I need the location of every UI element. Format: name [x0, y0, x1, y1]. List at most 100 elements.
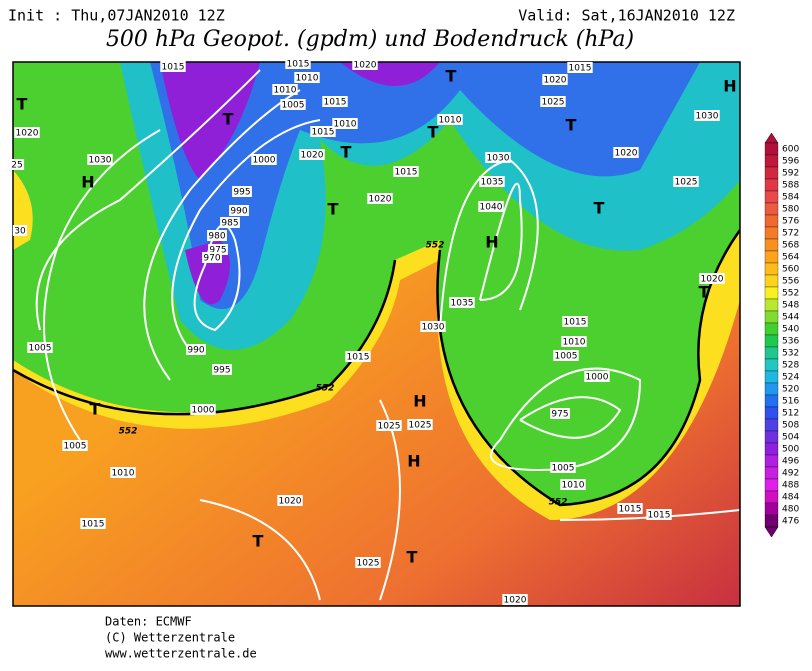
colorbar-cell — [764, 454, 779, 468]
pressure-center: H — [723, 77, 736, 96]
isobar-label: 980 — [208, 232, 225, 242]
isobar-label: 990 — [230, 207, 247, 217]
isobar-label: 1015 — [287, 60, 310, 70]
pressure-center: T — [446, 67, 457, 86]
init-time: Init : Thu,07JAN2010 12Z — [8, 7, 225, 25]
isobar-label-bg — [299, 149, 325, 160]
colorbar-label: 580 — [782, 205, 799, 215]
pressure-center: T — [341, 143, 352, 162]
isobar-label: 1010 — [334, 120, 357, 130]
isobar-label: 1005 — [555, 352, 578, 362]
colorbar-cell — [764, 322, 779, 336]
isobar-label: 1040 — [480, 203, 503, 213]
colorbar-label: 576 — [782, 217, 799, 227]
isobar-label: 1015 — [162, 63, 185, 73]
colorbar-cell — [764, 226, 779, 240]
isobar-label-bg — [613, 147, 639, 158]
isobar-label: 1035 — [481, 178, 504, 188]
isobar-label: 1005 — [64, 442, 87, 452]
isobar-label: 970 — [203, 254, 220, 264]
colorbar-label: 484 — [782, 493, 799, 503]
isobar-label: 1015 — [569, 64, 592, 74]
colorbar-label: 508 — [782, 421, 799, 431]
pressure-center: T — [253, 532, 264, 551]
pressure-center: T — [699, 283, 710, 302]
isobar-label: 1020 — [301, 151, 324, 161]
colorbar-bottom-arrow — [764, 526, 779, 538]
isobar-label: 995 — [233, 188, 250, 198]
isobar-label-bg — [485, 152, 511, 163]
colorbar-cell — [764, 178, 779, 192]
isobar-label-bg — [9, 159, 25, 170]
pressure-center: H — [81, 173, 94, 192]
colorbar-cell — [764, 514, 779, 528]
isobar-label: 1015 — [312, 128, 335, 138]
colorbar-cell — [764, 466, 779, 480]
pressure-center: T — [17, 95, 28, 114]
isobar-label-bg — [277, 495, 303, 506]
isobar-label-bg — [251, 154, 277, 165]
contour-label: 552 — [426, 241, 445, 251]
isobar-label: 1015 — [324, 98, 347, 108]
contour-label: 552 — [316, 384, 335, 394]
isobar-label: 1030 — [422, 323, 445, 333]
isobar-label-bg — [502, 594, 528, 605]
isobar-label-bg — [646, 509, 672, 520]
colorbar-label: 500 — [782, 445, 799, 455]
colorbar-label: 520 — [782, 385, 799, 395]
isobar-label-bg — [332, 118, 358, 129]
colorbar-label: 496 — [782, 457, 799, 467]
pressure-center: T — [328, 200, 339, 219]
isobar-label-bg — [420, 321, 446, 332]
isobar-label: 1000 — [586, 373, 609, 383]
isobar-label: 1030 — [487, 154, 510, 164]
colorbar-label: 564 — [782, 253, 799, 263]
isobar-label: 995 — [213, 366, 230, 376]
isobar-label-bg — [567, 62, 593, 73]
isobar-label-bg — [561, 336, 587, 347]
colorbar-label: 552 — [782, 289, 799, 299]
colorbar-label: 536 — [782, 337, 799, 347]
isobar-label: 1010 — [296, 74, 319, 84]
isobar-label: 1020 — [615, 149, 638, 159]
colorbar-cell — [764, 214, 779, 228]
contour-label: 552 — [549, 498, 568, 508]
colorbar-label: 600 — [782, 145, 799, 155]
isobar-label-bg — [550, 462, 576, 473]
contour-label: 552 — [119, 427, 138, 437]
isobar-label: 1000 — [192, 406, 215, 416]
isobar-label-bg — [80, 518, 106, 529]
isobar-label-bg — [393, 166, 419, 177]
colorbar-top-arrow — [764, 132, 779, 144]
isobar-label-bg — [232, 186, 252, 197]
isobar-label: 1025 — [378, 422, 401, 432]
colorbar-label: 528 — [782, 361, 799, 371]
colorbar-label: 596 — [782, 157, 799, 167]
isobar-label: 1005 — [282, 101, 305, 111]
isobar-label: 1015 — [395, 168, 418, 178]
colorbar-label: 504 — [782, 433, 799, 443]
isobar-label-bg — [212, 364, 232, 375]
colorbar-cell — [764, 406, 779, 420]
isobar-label: 1020 — [504, 596, 527, 606]
footer-url: www.wetterzentrale.de — [105, 647, 257, 661]
isobar-label-bg — [367, 193, 393, 204]
isobar-label: 1010 — [112, 469, 135, 479]
colorbar-label: 532 — [782, 349, 799, 359]
isobar-label: 975 — [551, 410, 568, 420]
colorbar-label: 512 — [782, 409, 799, 419]
isobar-label: 1020 — [369, 195, 392, 205]
isobar-label-bg — [542, 74, 568, 85]
isobar-label-bg — [207, 230, 227, 241]
isobar-label-bg — [294, 72, 320, 83]
isobar-label-bg — [673, 176, 699, 187]
colorbar-label: 556 — [782, 277, 799, 287]
colorbar-cell — [764, 442, 779, 456]
isobar-label-bg — [208, 244, 228, 255]
pressure-center: H — [413, 392, 426, 411]
isobar-label-bg — [553, 350, 579, 361]
isobar-label: 1005 — [552, 464, 575, 474]
colorbar-cell — [764, 154, 779, 168]
colorbar-label: 492 — [782, 469, 799, 479]
isobar-label-bg — [584, 371, 610, 382]
